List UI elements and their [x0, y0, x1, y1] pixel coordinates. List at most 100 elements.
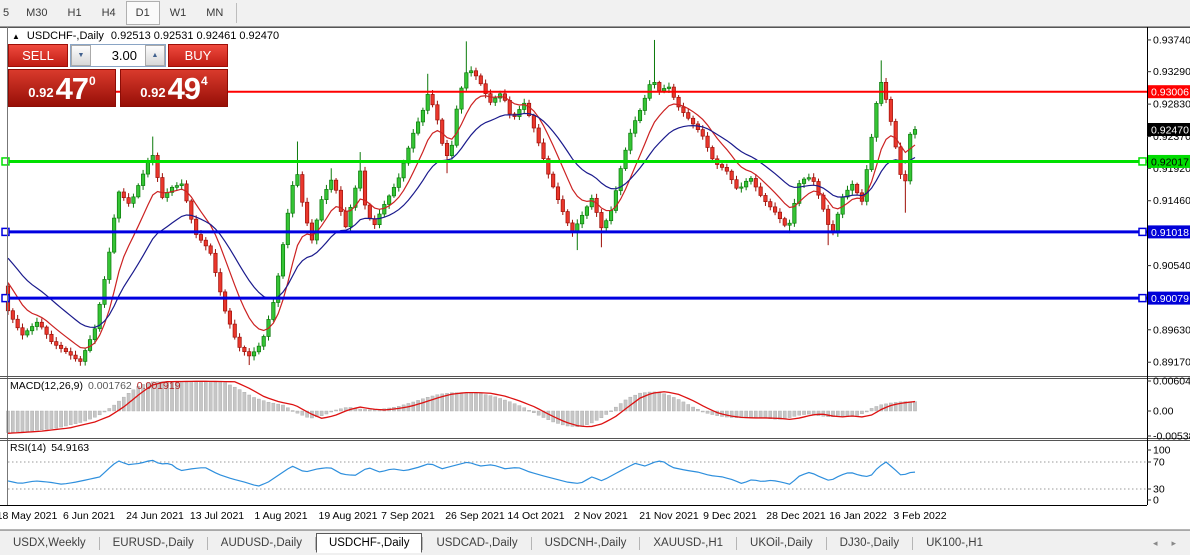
chart-tab-ukoil[interactable]: UKOil-,Daily: [750, 537, 813, 549]
chart-tab-eurusd[interactable]: EURUSD-,Daily: [112, 537, 194, 549]
indicator-tick-label: 0.00: [1153, 406, 1174, 418]
price-tick-label: 0.89170: [1153, 357, 1190, 369]
tab-separator: [736, 536, 738, 550]
macd-name: MACD(12,26,9): [10, 380, 83, 392]
date-tick-label: 2 Nov 2021: [574, 510, 628, 522]
buy-price-base: 0.92: [140, 85, 166, 100]
rsi-name: RSI(14): [10, 442, 47, 454]
timeframe-button-w1[interactable]: W1: [169, 7, 187, 19]
buy-price-big: 49: [167, 70, 201, 106]
tab-separator: [206, 536, 208, 550]
sell-price-big: 47: [55, 70, 89, 106]
horizontal-lines[interactable]: [1, 90, 1147, 303]
timeframe-button-5[interactable]: 5: [3, 7, 10, 19]
indicator-tick-label: -0.00538: [1153, 431, 1190, 443]
date-tick-label: 19 Aug 2021: [318, 510, 378, 522]
volume-spinner: ▼ 3.00 ▲: [70, 44, 166, 67]
date-axis[interactable]: 18 May 2021 6 Jun 2021 24 Jun 2021 13 Jul 2…: [0, 506, 1147, 530]
price-tick-label: 0.93290: [1153, 66, 1190, 78]
price-axis[interactable]: 0.937400.932900.928300.923700.919200.914…: [1147, 34, 1190, 369]
date-tick-label: 16 Jan 2022: [829, 510, 887, 522]
date-tick-label: 13 Jul 2021: [189, 510, 245, 522]
line-price-badge: 0.91018: [1148, 225, 1190, 239]
tab-separator: [422, 536, 424, 550]
line-price-badge: 0.93006: [1148, 85, 1190, 99]
macd-signal-line: [7, 380, 916, 434]
price-tick-label: 0.89630: [1153, 324, 1190, 336]
timeframe-button-d1[interactable]: D1: [125, 1, 160, 25]
chart-symbol-label: USDCHF-,Daily: [26, 30, 104, 42]
chart-tab-usdchf[interactable]: USDCHF-,Daily: [315, 533, 423, 553]
rsi-value: 54.9163: [51, 442, 90, 454]
toolbar-separator: [236, 3, 238, 23]
tab-scroll-left-icon[interactable]: ◂: [1152, 537, 1158, 548]
chart-tab-dj30[interactable]: DJ30-,Daily: [839, 537, 900, 549]
date-tick-label: 6 Jun 2021: [63, 510, 115, 522]
indicator-tick-label: 70: [1153, 457, 1165, 469]
ma-slow-line: [7, 112, 916, 328]
rsi-panel: [7, 459, 1147, 490]
ma-fast-line: [7, 95, 916, 349]
sell-price-sup: 0: [89, 73, 96, 88]
line-handle[interactable]: [1, 227, 10, 237]
collapse-arrow-icon[interactable]: ▲: [12, 31, 20, 41]
macd-main-value: 0.001762: [87, 380, 132, 392]
date-tick-label: 7 Sep 2021: [381, 510, 435, 522]
buy-button[interactable]: BUY: [168, 44, 228, 67]
date-tick-label: 3 Feb 2022: [893, 510, 947, 522]
tab-separator: [639, 536, 641, 550]
candlestick-series: [5, 39, 918, 366]
line-price-badge-text: 0.91018: [1151, 227, 1189, 239]
chart-ohlc-values: 0.92513 0.92531 0.92461 0.92470: [110, 30, 280, 42]
macd-signal-value: 0.001919: [136, 380, 181, 392]
timeframe-button-h4[interactable]: H4: [101, 7, 116, 19]
panel-borders: [0, 27, 1190, 530]
chart-tab-uk100[interactable]: UK100-,H1: [926, 537, 983, 549]
date-tick-label: 24 Jun 2021: [126, 510, 184, 522]
date-tick-label: 26 Sep 2021: [445, 510, 505, 522]
rsi-indicator-label: RSI(14) 54.9163: [10, 442, 89, 454]
line-price-badge: 0.92017: [1148, 154, 1190, 168]
date-tick-label: 21 Nov 2021: [639, 510, 699, 522]
chart-tab-usdcnh[interactable]: USDCNH-,Daily: [544, 537, 627, 549]
line-handle[interactable]: [1138, 157, 1147, 166]
line-handle[interactable]: [1138, 293, 1147, 303]
line-handle[interactable]: [1, 157, 10, 166]
macd-indicator-label: MACD(12,26,9) 0.001762 0.001919: [10, 380, 181, 392]
sell-price-display[interactable]: 0.92 47 0: [8, 69, 116, 107]
tab-separator: [98, 536, 100, 550]
tab-separator: [314, 536, 316, 550]
buy-price-display[interactable]: 0.92 49 4: [120, 69, 228, 107]
price-tick-label: 0.91460: [1153, 195, 1190, 207]
date-tick-label: 28 Dec 2021: [766, 510, 826, 522]
indicator-tick-label: 100: [1153, 445, 1171, 457]
current-price-badge-text: 0.92470: [1151, 124, 1189, 136]
sell-price-base: 0.92: [28, 85, 54, 100]
tab-separator: [530, 536, 532, 550]
indicator-tick-label: 30: [1153, 484, 1165, 496]
tab-scroll-right-icon[interactable]: ▸: [1171, 537, 1176, 548]
indicator-tick-label: 0.006045: [1153, 376, 1190, 388]
volume-increase-button[interactable]: ▲: [145, 45, 165, 66]
line-handle[interactable]: [1, 293, 10, 303]
chart-tab-xauusd[interactable]: XAUUSD-,H1: [653, 537, 724, 549]
date-tick-label: 1 Aug 2021: [254, 510, 308, 522]
date-tick-label: 14 Oct 2021: [507, 510, 565, 522]
volume-input[interactable]: 3.00: [111, 48, 137, 63]
chart-tab-usdx[interactable]: USDX,Weekly: [13, 537, 86, 549]
chart-tab-audusd[interactable]: AUDUSD-,Daily: [220, 537, 302, 549]
date-tick-label: 18 May 2021: [0, 510, 58, 522]
one-click-trade-panel: SELL ▼ 3.00 ▲ BUY 0.92 47 0 0.92 49 4: [8, 44, 228, 107]
chart-tab-usdcad[interactable]: USDCAD-,Daily: [436, 537, 518, 549]
volume-decrease-button[interactable]: ▼: [71, 45, 91, 66]
line-handle[interactable]: [1138, 227, 1147, 237]
tab-separator: [912, 536, 914, 550]
indicator-tick-label: 0: [1153, 495, 1159, 507]
timeframe-button-mn[interactable]: MN: [206, 7, 224, 19]
timeframe-button-h1[interactable]: H1: [67, 7, 82, 19]
sell-button[interactable]: SELL: [8, 44, 68, 67]
timeframe-button-m30[interactable]: M30: [26, 7, 48, 19]
tab-separator: [825, 536, 827, 550]
